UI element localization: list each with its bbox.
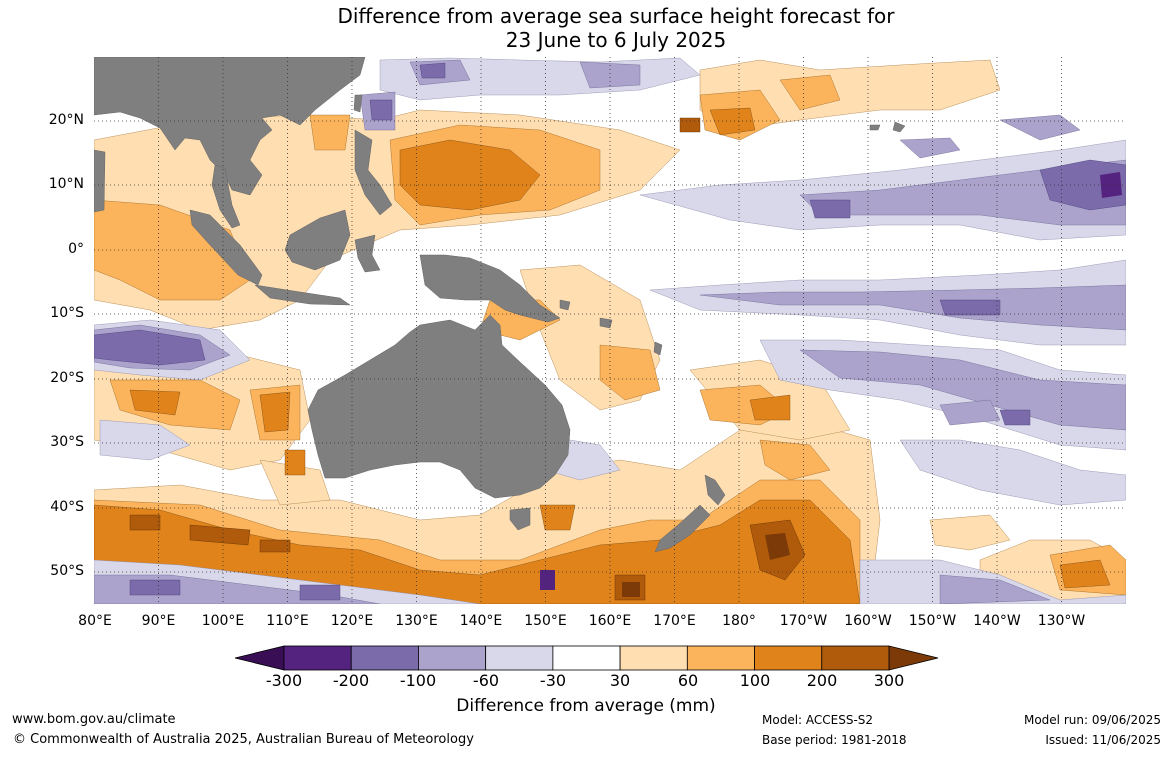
lat-label-10n: 10°N [48, 176, 84, 192]
colorbar-bin [619, 645, 688, 671]
lon-label-130e: 130°E [395, 613, 438, 629]
legend-tick--200: -200 [332, 671, 370, 690]
lat-label-40s: 40°S [50, 499, 84, 515]
colorbar-bin [283, 645, 352, 671]
website-link[interactable]: www.bom.gov.au/climate [12, 712, 176, 727]
legend-tick--300: -300 [265, 671, 303, 690]
legend-title: Difference from average (mm) [456, 696, 716, 716]
lon-label-180: 180° [722, 613, 756, 629]
lon-label-140w: 140°W [973, 613, 1021, 629]
land-masses [94, 57, 906, 553]
lat-label-10s: 10°S [50, 305, 84, 321]
lon-label-140e: 140°E [459, 613, 503, 629]
colorbar-bin [686, 645, 755, 671]
colorbar-high-arrow [888, 645, 939, 671]
lon-label-160e: 160°E [588, 613, 632, 629]
chart-title: Difference from average sea surface heig… [0, 4, 1173, 52]
model-run-date: Model run: 09/06/2025 [1023, 713, 1161, 727]
lat-label-50s: 50°S [50, 563, 84, 579]
lon-label-110e: 110°E [266, 613, 309, 629]
colorbar-bin [485, 645, 554, 671]
lat-label-20s: 20°S [50, 370, 84, 386]
colorbar-low-arrow [234, 645, 285, 671]
legend-tick-60: 60 [677, 671, 699, 690]
legend-tick-30: 30 [609, 671, 631, 690]
title-line-2: 23 June to 6 July 2025 [505, 28, 727, 52]
model-name: Model: ACCESS-S2 [762, 713, 874, 727]
legend-tick-200: 200 [806, 671, 838, 690]
colorbar-bin [418, 645, 487, 671]
lon-label-120e: 120°E [330, 613, 374, 629]
anomaly-field [94, 57, 1126, 604]
base-period: Base period: 1981-2018 [762, 733, 907, 747]
lon-label-130w: 130°W [1037, 613, 1086, 629]
lon-label-170e: 170°E [653, 613, 696, 629]
legend-tick--30: -30 [539, 671, 567, 690]
lat-label-20n: 20°N [48, 112, 84, 128]
colorbar-bin [821, 645, 890, 671]
issued-date: Issued: 11/06/2025 [1045, 733, 1161, 747]
colorbar-bin [552, 645, 621, 671]
lon-label-150e: 150°E [524, 613, 567, 629]
lon-label-80e: 80°E [78, 613, 112, 629]
lon-label-90e: 90°E [141, 613, 176, 629]
copyright-notice: © Commonwealth of Australia 2025, Austra… [13, 732, 474, 747]
legend-tick-300: 300 [873, 671, 905, 690]
lat-label-0: 0° [68, 241, 84, 257]
title-line-1: Difference from average sea surface heig… [337, 4, 895, 28]
lat-label-30s: 30°S [50, 434, 84, 450]
legend-tick-100: 100 [739, 671, 771, 690]
colorbar-bin [754, 645, 823, 671]
legend-tick--60: -60 [472, 671, 500, 690]
lon-label-100e: 100°E [201, 613, 245, 629]
sea-surface-height-map [94, 57, 1126, 604]
lon-label-170w: 170°W [779, 613, 828, 629]
graticule [94, 57, 1126, 604]
lon-label-160w: 160°W [844, 613, 892, 629]
legend-tick--100: -100 [399, 671, 437, 690]
colorbar-bin [350, 645, 419, 671]
lon-label-150w: 150°W [908, 613, 957, 629]
